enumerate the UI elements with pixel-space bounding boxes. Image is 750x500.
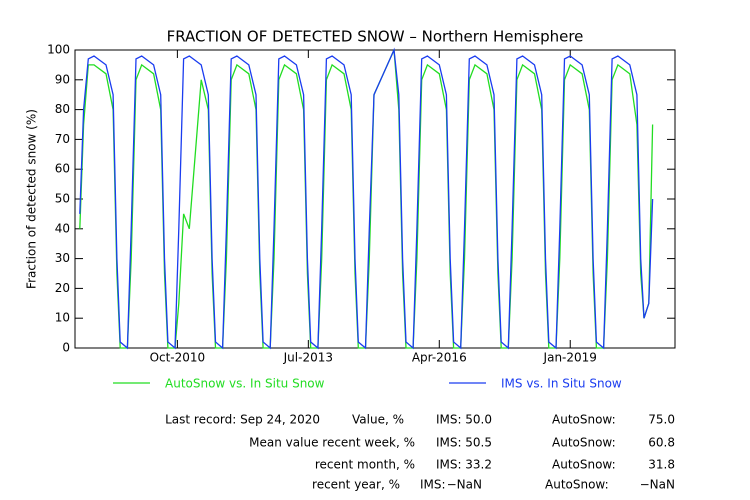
y-tick-label: 100 [47, 43, 70, 57]
stat-text: −NaN [640, 478, 675, 492]
stat-text: IMS: [436, 436, 462, 450]
chart-title: FRACTION OF DETECTED SNOW – Northern Hem… [167, 28, 584, 46]
stat-text: 50.0 [465, 413, 492, 427]
y-tick-label: 90 [55, 72, 70, 86]
x-tick-label: Apr-2016 [412, 351, 467, 365]
stat-text: 31.8 [648, 458, 675, 472]
x-tick-label: Jul-2013 [283, 351, 333, 365]
x-tick-label: Oct-2010 [150, 351, 206, 365]
stat-text: 50.5 [465, 436, 492, 450]
stat-text: Value, % [352, 413, 404, 427]
y-tick-label: 70 [55, 132, 70, 146]
stat-text: AutoSnow: [552, 413, 616, 427]
stat-text: Mean value recent week, % [249, 436, 415, 450]
x-tick-label: Jan-2019 [543, 351, 597, 365]
stat-text: IMS: [436, 413, 462, 427]
y-tick-label: 20 [55, 281, 70, 295]
stat-text: IMS: [420, 478, 446, 492]
stat-text: −NaN [447, 478, 482, 492]
y-axis-label: Fraction of detected snow (%) [25, 109, 39, 289]
stat-text: AutoSnow: [552, 436, 616, 450]
y-tick-label: 80 [55, 102, 70, 116]
stat-text: recent year, % [312, 478, 400, 492]
stat-text: recent month, % [315, 458, 415, 472]
y-tick-label: 60 [55, 162, 70, 176]
stat-text: Last record: Sep 24, 2020 [165, 413, 320, 427]
stat-text: 60.8 [648, 436, 675, 450]
legend-label: AutoSnow vs. In Situ Snow [165, 377, 325, 391]
y-tick-label: 50 [55, 192, 70, 206]
stat-text: 33.2 [465, 458, 492, 472]
series-line [79, 47, 654, 350]
y-tick-label: 0 [62, 341, 70, 355]
stat-text: IMS: [436, 458, 462, 472]
y-tick-label: 40 [55, 221, 70, 235]
stat-text: AutoSnow: [552, 458, 616, 472]
stat-text: AutoSnow: [545, 478, 609, 492]
stat-text: 75.0 [648, 413, 675, 427]
legend-label: IMS vs. In Situ Snow [501, 377, 622, 391]
y-tick-label: 10 [55, 311, 70, 325]
y-tick-label: 30 [55, 251, 70, 265]
